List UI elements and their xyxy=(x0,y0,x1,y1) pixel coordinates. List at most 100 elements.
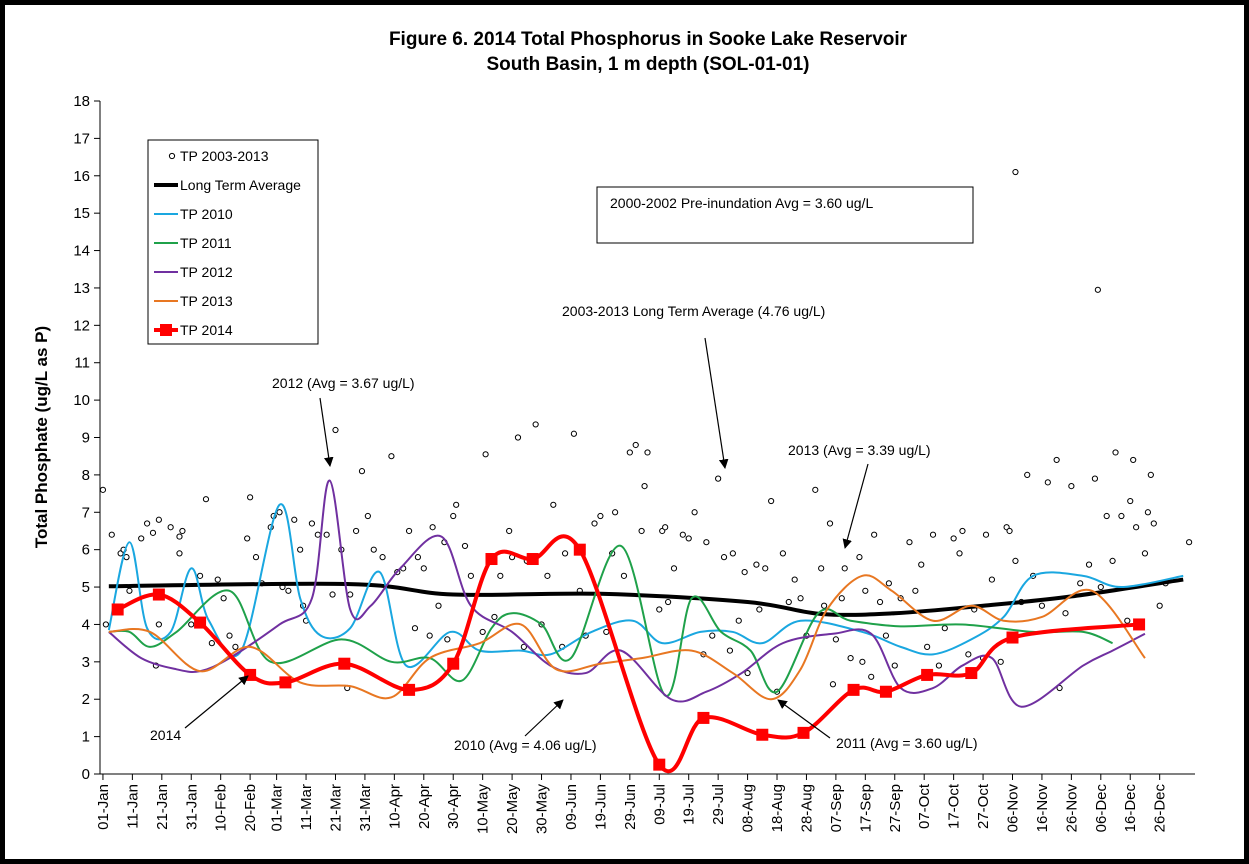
scatter-point xyxy=(429,524,436,531)
scatter-point xyxy=(176,533,183,540)
scatter-point xyxy=(709,632,716,639)
scatter-point xyxy=(832,636,839,643)
scatter-point xyxy=(950,535,957,542)
y-tick-label: 12 xyxy=(73,317,90,334)
series-marker xyxy=(756,728,769,741)
series-marker xyxy=(965,667,978,680)
y-tick-label: 9 xyxy=(82,430,90,447)
scatter-point xyxy=(756,606,763,613)
plot-area xyxy=(99,168,1193,774)
annotation: 2000-2002 Pre-inundation Avg = 3.60 ug/L xyxy=(610,195,873,211)
legend-marker xyxy=(160,324,172,336)
background xyxy=(5,5,1244,859)
scatter-point xyxy=(1077,580,1084,587)
scatter-point xyxy=(188,621,195,628)
series-marker xyxy=(111,603,124,616)
scatter-point xyxy=(379,554,386,561)
scatter-point xyxy=(308,520,316,527)
x-tick-label: 26-Nov xyxy=(1063,784,1080,833)
scatter-point xyxy=(912,587,919,594)
scatter-point xyxy=(450,512,457,520)
x-tick-label: 17-Sep xyxy=(857,784,874,832)
series-marker xyxy=(152,588,165,601)
scatter-point xyxy=(988,576,995,583)
scatter-point xyxy=(1091,475,1099,482)
x-tick-label: 20-Feb xyxy=(242,784,259,832)
y-tick-label: 7 xyxy=(82,504,90,521)
y-tick-label: 1 xyxy=(82,729,90,746)
scatter-point xyxy=(1141,550,1149,557)
scatter-point xyxy=(626,449,633,456)
scatter-point xyxy=(461,542,469,550)
scatter-point xyxy=(906,539,913,546)
scatter-point xyxy=(208,640,215,647)
series-marker xyxy=(244,668,257,681)
series-marker xyxy=(573,543,586,556)
annotation-arrow xyxy=(842,463,869,549)
scatter-point xyxy=(1124,617,1131,624)
x-tick-label: 01-Jan xyxy=(95,784,112,830)
x-tick-label: 27-Oct xyxy=(975,783,992,829)
x-tick-label: 29-Jul xyxy=(710,784,727,825)
scatter-point xyxy=(1012,168,1019,176)
y-axis-label: Total Phosphate (ug/L as P) xyxy=(32,326,51,548)
series-line xyxy=(107,503,1184,669)
scatter-point xyxy=(753,561,760,568)
scatter-point xyxy=(768,497,775,505)
legend-label: TP 2012 xyxy=(180,264,233,280)
scatter-point xyxy=(597,512,604,520)
scatter-point xyxy=(102,621,109,628)
scatter-point xyxy=(1044,479,1051,486)
y-tick-label: 6 xyxy=(82,542,90,559)
legend-label: Long Term Average xyxy=(180,177,301,193)
legend-marker xyxy=(168,152,176,160)
annotation: 2013 (Avg = 3.39 ug/L) xyxy=(788,442,931,458)
x-tick-label: 21-Jan xyxy=(154,784,171,830)
scatter-point xyxy=(632,441,639,449)
scatter-point xyxy=(550,501,557,508)
x-tick-label: 19-Jun xyxy=(592,784,609,830)
scatter-point xyxy=(720,554,728,561)
scatter-point xyxy=(715,475,722,482)
scatter-point xyxy=(1127,497,1134,505)
scatter-point xyxy=(1133,524,1140,531)
series-marker xyxy=(847,683,860,696)
scatter-point xyxy=(791,576,798,583)
scatter-point xyxy=(665,598,672,606)
legend-label: TP 2010 xyxy=(180,206,233,222)
y-tick-label: 11 xyxy=(74,355,90,372)
x-tick-label: 27-Sep xyxy=(887,784,904,832)
scatter-point xyxy=(1097,583,1104,591)
series-line xyxy=(108,574,1146,701)
scatter-point xyxy=(482,451,489,458)
scatter-point xyxy=(821,602,828,609)
series-marker xyxy=(653,758,666,771)
chart-title: Figure 6. 2014 Total Phosphorus in Sooke… xyxy=(389,29,908,50)
scatter-point xyxy=(591,520,598,527)
scatter-point xyxy=(1118,512,1125,520)
chart-subtitle: South Basin, 1 m depth (SOL-01-01) xyxy=(486,54,809,75)
y-tick-label: 17 xyxy=(73,130,90,147)
series-line xyxy=(108,577,1184,617)
scatter-point xyxy=(126,587,133,594)
scatter-point xyxy=(202,496,210,503)
scatter-point xyxy=(561,550,569,557)
scatter-point xyxy=(1024,471,1031,478)
scatter-point xyxy=(506,527,513,535)
y-tick-label: 5 xyxy=(82,579,90,596)
x-tick-label: 16-Nov xyxy=(1034,784,1051,833)
scatter-point xyxy=(444,636,451,643)
series-marker xyxy=(338,657,351,670)
scatter-point xyxy=(812,486,819,493)
scatter-point xyxy=(1068,483,1075,490)
annotation-arrow xyxy=(524,699,564,737)
scatter-point xyxy=(167,524,174,531)
scatter-point xyxy=(1085,561,1093,568)
scatter-point xyxy=(859,658,866,665)
x-tick-label: 21-Mar xyxy=(327,784,344,832)
y-tick-label: 15 xyxy=(73,205,90,222)
scatter-point xyxy=(352,527,360,535)
series-marker xyxy=(279,676,292,689)
scatter-point xyxy=(762,565,769,572)
